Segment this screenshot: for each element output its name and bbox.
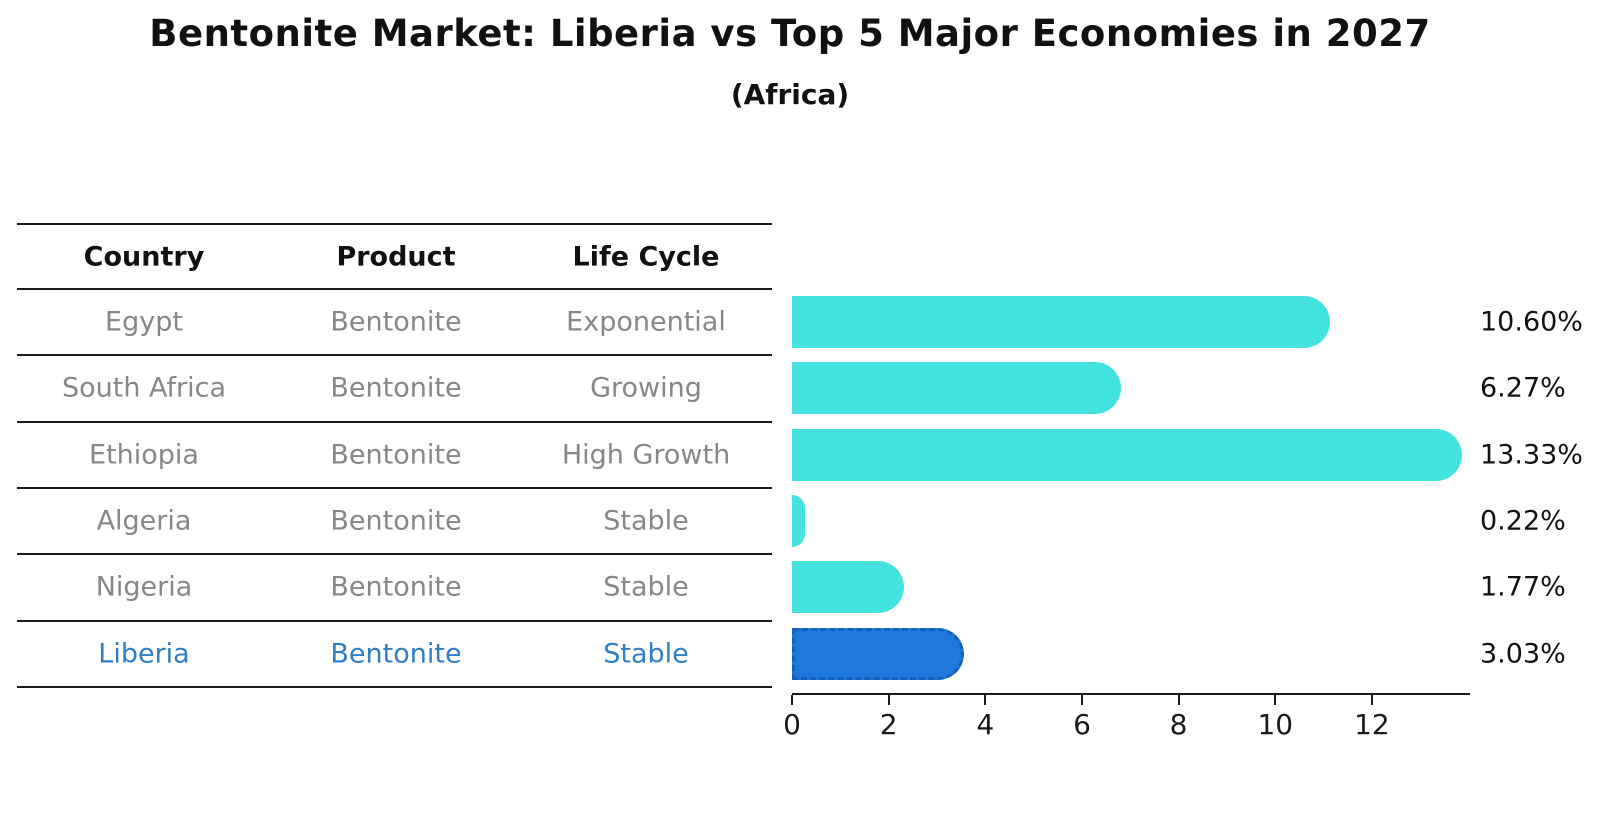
x-axis-tick-label: 2 bbox=[879, 708, 898, 741]
bar-value-label: 10.60% bbox=[1480, 306, 1583, 338]
bar-value-label: 13.33% bbox=[1480, 439, 1583, 471]
highlight-bar bbox=[792, 627, 965, 680]
x-axis-tick bbox=[1177, 695, 1180, 705]
table-cell-life_cycle: Growing bbox=[590, 372, 702, 404]
table-cell-country: Ethiopia bbox=[89, 439, 199, 471]
table-cell-country: Liberia bbox=[98, 638, 190, 670]
table-top-rule bbox=[17, 223, 772, 225]
bar bbox=[792, 495, 806, 547]
x-axis-tick bbox=[1081, 695, 1083, 705]
x-axis-tick bbox=[887, 695, 890, 705]
table-cell-life_cycle: Exponential bbox=[566, 306, 726, 338]
x-axis-tick bbox=[1274, 695, 1277, 705]
table-cell-country: Nigeria bbox=[95, 571, 193, 603]
x-axis-tick-label: 0 bbox=[783, 708, 801, 741]
table-cell-country: Egypt bbox=[105, 306, 183, 338]
table-row-line bbox=[17, 420, 772, 423]
x-axis-spine bbox=[792, 693, 1470, 695]
x-axis-tick bbox=[1370, 695, 1373, 705]
table-cell-country: South Africa bbox=[61, 372, 227, 404]
bar bbox=[792, 362, 1121, 415]
bar bbox=[792, 561, 904, 614]
table-cell-product: Bentonite bbox=[330, 439, 462, 471]
table-cell-product: Bentonite bbox=[330, 638, 462, 670]
x-axis-tick bbox=[791, 695, 793, 705]
table-row-line bbox=[17, 486, 772, 489]
table-header-cell: Product bbox=[336, 241, 456, 273]
bar-value-label: 0.22% bbox=[1480, 505, 1566, 537]
table-cell-life_cycle: Stable bbox=[603, 638, 689, 670]
bar bbox=[792, 296, 1331, 349]
table-cell-life_cycle: Stable bbox=[603, 571, 689, 603]
table-cell-country: Algeria bbox=[96, 505, 192, 537]
table-row-line bbox=[17, 685, 772, 688]
bar-value-label: 6.27% bbox=[1480, 372, 1566, 404]
bar-value-label: 3.03% bbox=[1480, 638, 1566, 670]
x-axis-tick-label: 4 bbox=[976, 708, 995, 741]
x-axis-tick bbox=[984, 695, 987, 705]
table-row-line bbox=[17, 354, 772, 357]
bar bbox=[792, 428, 1463, 481]
table-cell-product: Bentonite bbox=[330, 372, 462, 404]
chart-title: Bentonite Market: Liberia vs Top 5 Major… bbox=[149, 12, 1431, 55]
x-axis-tick-label: 8 bbox=[1169, 708, 1188, 741]
bar-value-label: 1.77% bbox=[1480, 571, 1566, 603]
table-cell-product: Bentonite bbox=[330, 505, 462, 537]
table-cell-product: Bentonite bbox=[330, 306, 462, 338]
x-axis-tick-label: 12 bbox=[1354, 708, 1390, 741]
table-cell-life_cycle: High Growth bbox=[561, 439, 731, 471]
table-row-line bbox=[17, 619, 772, 622]
table-header-cell: Life Cycle bbox=[572, 241, 720, 273]
table-cell-life_cycle: Stable bbox=[603, 505, 689, 537]
x-axis-tick-label: 10 bbox=[1257, 708, 1294, 741]
table-cell-product: Bentonite bbox=[330, 571, 462, 603]
x-axis-tick-label: 6 bbox=[1073, 708, 1091, 741]
table-row-line bbox=[17, 288, 772, 290]
table-header-cell: Country bbox=[83, 241, 205, 273]
chart-subtitle: (Africa) bbox=[730, 78, 850, 111]
table-row-line bbox=[17, 553, 772, 556]
